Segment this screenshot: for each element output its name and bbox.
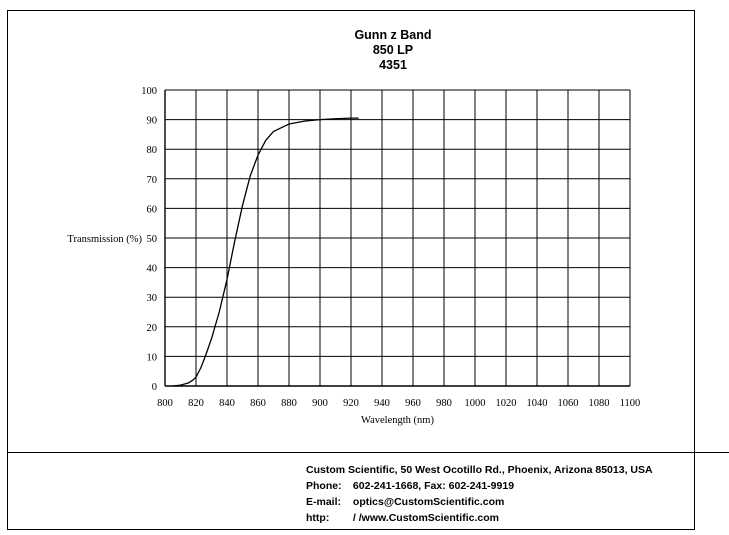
y-tick-label: 40 [147,264,158,275]
footer-web-row: http: / /www.CustomScientific.com [306,510,653,526]
y-tick-label: 50 [147,234,158,245]
y-tick-label: 80 [147,145,158,156]
chart-part-number: 4351 [379,58,407,72]
x-tick-label: 1100 [620,398,641,409]
footer-email-row: E-mail: optics@CustomScientific.com [306,494,653,510]
chart-title: Gunn z Band [354,28,432,42]
y-axis-label: Transmission (%) [67,234,142,245]
y-tick-label: 30 [147,293,158,304]
http-label: http: [306,512,330,524]
x-tick-label: 880 [281,398,297,409]
footer-address: Custom Scientific, 50 West Ocotillo Rd.,… [306,464,653,476]
x-tick-label: 1060 [558,398,579,409]
transmission-curve [172,117,359,387]
email-value[interactable]: optics@CustomScientific.com [352,496,505,508]
x-tick-label: 1020 [496,398,517,409]
x-tick-label: 920 [343,398,359,409]
x-tick-label: 980 [436,398,452,409]
transmission-chart: 800 820 840 860 880 900 920 940 960 980 1000 1020 10… [67,86,641,426]
footer-phone-row: Phone: 602-241-1668, Fax: 602-241-9919 [306,478,653,494]
x-tick-label: 960 [405,398,421,409]
x-tick-label: 940 [374,398,390,409]
x-tick-label: 1080 [589,398,610,409]
x-tick-label: 1000 [465,398,486,409]
y-tick-label: 60 [147,204,158,215]
y-tick-label: 90 [147,116,158,127]
web-value[interactable]: / /www.CustomScientific.com [352,512,499,524]
phone-label: Phone: [306,480,342,492]
x-tick-label: 1040 [527,398,548,409]
x-tick-label: 840 [219,398,235,409]
x-tick-label: 900 [312,398,328,409]
y-tick-label: 10 [147,352,158,363]
x-tick-label: 800 [157,398,173,409]
phone-value: 602-241-1668, Fax: 602-241-9919 [352,480,515,492]
y-tick-label: 70 [147,175,158,186]
y-tick-label: 20 [147,323,158,334]
chart-subtitle: 850 LP [372,43,414,57]
chart-title-block: Gunn z Band 850 LP 4351 [290,28,496,73]
footer-divider [7,452,729,453]
page-frame [7,10,695,530]
x-axis-label: Wavelength (nm) [361,415,434,426]
contact-footer: Custom Scientific, 50 West Ocotillo Rd.,… [306,462,653,526]
y-tick-label: 100 [141,86,157,97]
y-tick-label: 0 [152,382,157,393]
email-label: E-mail: [306,496,342,508]
x-tick-label: 860 [250,398,266,409]
x-tick-label: 820 [188,398,204,409]
